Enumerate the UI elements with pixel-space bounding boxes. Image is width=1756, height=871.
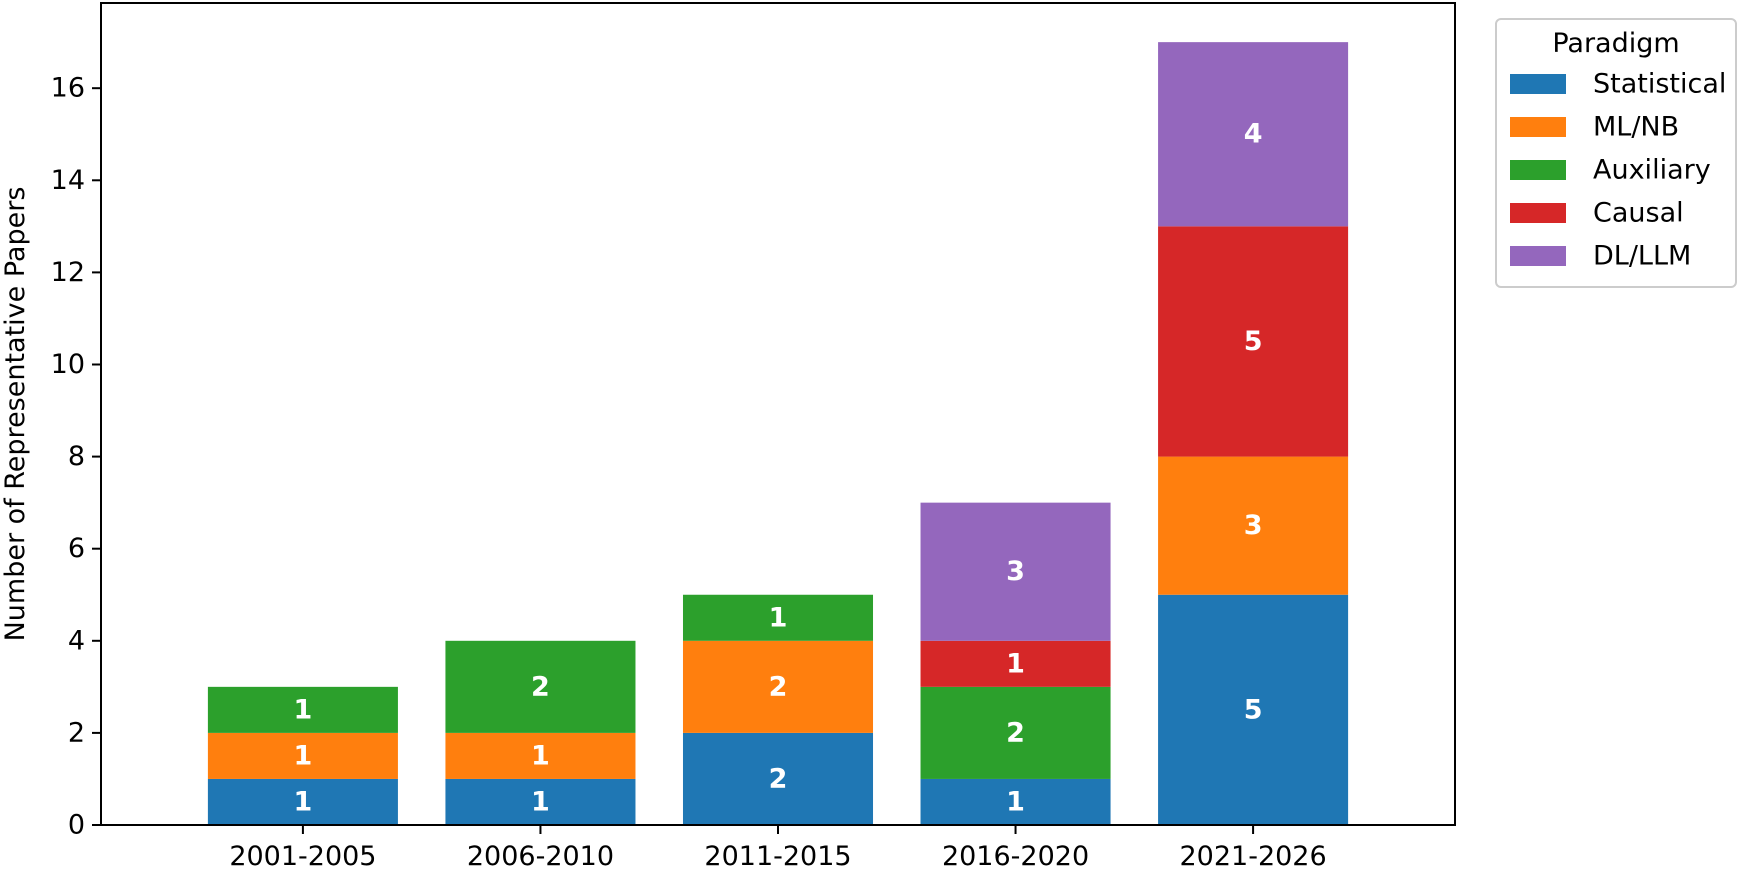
y-tick-label: 12 xyxy=(51,257,85,288)
bar-value-label: 2 xyxy=(769,763,788,794)
x-axis: 2001-2005 2006-2010 2011-2015 2016-2020 2021… xyxy=(229,825,1327,871)
legend-swatch xyxy=(1510,203,1566,223)
bar-value-label: 1 xyxy=(294,786,313,817)
bar-auxiliary-2011-2015 xyxy=(682,594,874,641)
x-tick-label: 2006-2010 xyxy=(467,841,614,871)
x-tick-label: 2021-2026 xyxy=(1180,841,1327,871)
bar-statistical-2001-2005 xyxy=(207,778,398,825)
bar-dl-llm-2016-2020 xyxy=(920,502,1111,641)
y-tick-label: 16 xyxy=(51,73,85,104)
legend-entry-label: DL/LLM xyxy=(1593,241,1691,272)
legend-items: Statistical ML/NB Auxiliary Causal DL/LLM xyxy=(1510,69,1726,272)
bar-statistical-2016-2020 xyxy=(920,778,1111,825)
bar-value-label: 1 xyxy=(294,740,313,771)
bar-value-label: 1 xyxy=(1006,648,1025,679)
y-tick-label: 4 xyxy=(68,625,85,656)
x-tick-label: 2011-2015 xyxy=(704,841,851,871)
bar-value-label: 1 xyxy=(531,786,550,817)
bar-auxiliary-2001-2005 xyxy=(207,686,398,733)
bar-value-label: 1 xyxy=(531,740,550,771)
legend-entry-label: Statistical xyxy=(1593,69,1726,100)
y-tick-label: 0 xyxy=(68,810,85,841)
x-tick-label: 2016-2020 xyxy=(942,841,1089,871)
bar-value-label: 2 xyxy=(531,671,550,702)
bar-value-label: 2 xyxy=(769,671,788,702)
bar-labels-layer: 1 1 1 1 1 2 2 2 1 1 2 1 3 5 3 5 4 xyxy=(294,119,1263,818)
bar-statistical-2006-2010 xyxy=(445,778,636,825)
bar-value-label: 3 xyxy=(1244,510,1263,541)
bar-value-label: 4 xyxy=(1244,119,1263,150)
bar-value-label: 5 xyxy=(1244,694,1263,725)
bar-value-label: 1 xyxy=(294,694,313,725)
bar-statistical-2021-2026 xyxy=(1158,594,1349,825)
legend: Paradigm Statistical ML/NB Auxiliary Causal… xyxy=(1495,18,1737,288)
legend-swatch xyxy=(1510,246,1566,266)
bar-value-label: 2 xyxy=(1006,717,1025,748)
y-axis: 0 2 4 6 8 10 12 14 16 xyxy=(51,73,101,841)
y-tick-label: 14 xyxy=(51,165,85,196)
y-tick-label: 2 xyxy=(68,717,85,748)
y-tick-label: 10 xyxy=(51,349,85,380)
legend-title: Paradigm xyxy=(1552,28,1679,59)
bars-layer xyxy=(207,42,1349,825)
bar-value-label: 3 xyxy=(1006,556,1025,587)
bar-causal-2016-2020 xyxy=(920,640,1111,687)
legend-entry-label: Causal xyxy=(1593,198,1684,229)
bar-auxiliary-2016-2020 xyxy=(920,686,1111,779)
bar-ml-nb-2021-2026 xyxy=(1158,456,1349,595)
legend-swatch xyxy=(1510,117,1566,137)
bar-ml-nb-2006-2010 xyxy=(445,732,636,779)
x-tick-label: 2001-2005 xyxy=(229,841,376,871)
bar-auxiliary-2006-2010 xyxy=(445,640,636,733)
bar-causal-2021-2026 xyxy=(1158,226,1349,457)
bar-value-label: 5 xyxy=(1244,326,1263,357)
bar-ml-nb-2011-2015 xyxy=(682,640,874,733)
bar-ml-nb-2001-2005 xyxy=(207,732,398,779)
bar-value-label: 1 xyxy=(769,602,788,633)
bar-value-label: 1 xyxy=(1006,786,1025,817)
y-tick-label: 8 xyxy=(68,441,85,472)
bar-dl-llm-2021-2026 xyxy=(1158,42,1349,227)
legend-swatch xyxy=(1510,160,1566,180)
legend-entry-label: Auxiliary xyxy=(1593,155,1711,186)
legend-entry-label: ML/NB xyxy=(1593,112,1679,143)
y-tick-label: 6 xyxy=(68,533,85,564)
y-axis-label: Number of Representative Papers xyxy=(0,187,31,642)
legend-swatch xyxy=(1510,74,1566,94)
bar-statistical-2011-2015 xyxy=(682,732,874,825)
